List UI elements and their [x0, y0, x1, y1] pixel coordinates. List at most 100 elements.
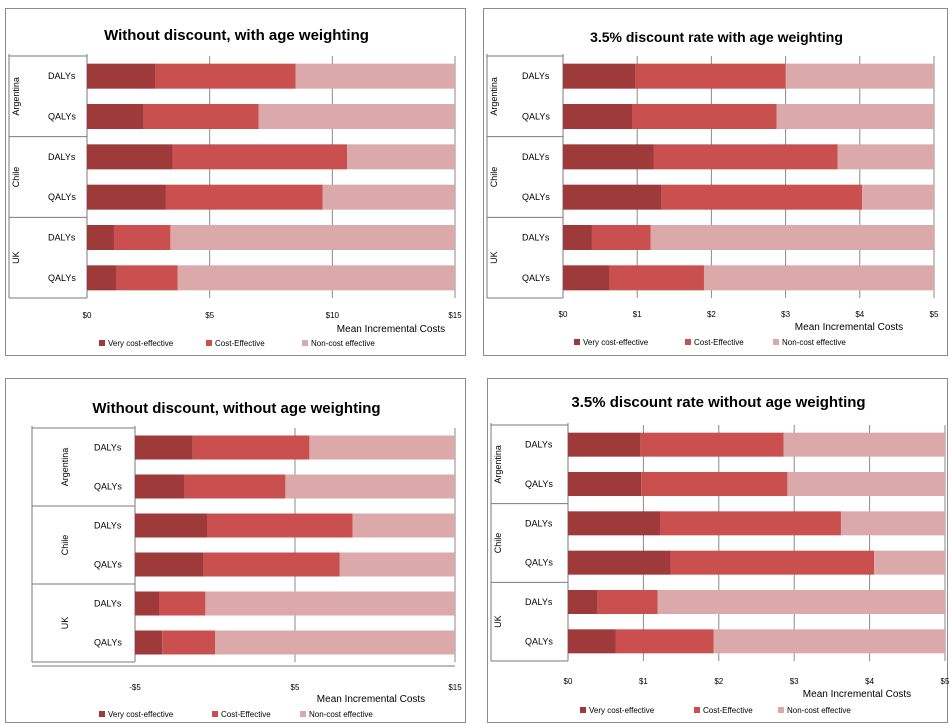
legend-swatch: [580, 707, 586, 713]
x-tick-label: $3: [781, 310, 790, 319]
bar-segment: [207, 513, 353, 538]
category-label: DALYs: [48, 152, 76, 162]
category-label: DALYs: [48, 71, 76, 81]
bar-segment: [703, 265, 934, 291]
x-axis-label: Mean Incremental Costs: [803, 689, 911, 700]
bar-segment: [783, 432, 945, 457]
legend-swatch: [694, 707, 700, 713]
legend-swatch: [773, 339, 779, 345]
group-label: Argentina: [493, 445, 503, 484]
category-label: DALYs: [525, 440, 553, 450]
bar-segment: [787, 472, 945, 496]
legend-label: Non-cost effective: [311, 339, 375, 348]
x-tick-label: $2: [707, 310, 716, 319]
bar-segment: [170, 225, 455, 250]
bar-segment: [635, 63, 786, 89]
x-axis-label: Mean Incremental Costs: [795, 322, 903, 333]
x-tick-label: $15: [448, 683, 462, 692]
bar-segment: [837, 144, 934, 170]
legend-label: Very cost-effective: [108, 710, 174, 719]
bar-segment: [657, 590, 945, 614]
chart-svg-1: Without discount, with age weighting $0 $5…: [8, 27, 462, 348]
chart-svg-4: 3.5% discount rate without age weighting…: [490, 394, 949, 715]
bar-segment: [309, 435, 455, 460]
x-tick-label: -$5: [129, 683, 141, 692]
bar-segment: [563, 265, 610, 291]
x-tick-label: $0: [564, 677, 573, 686]
bar-segment: [192, 435, 310, 460]
bar-segment: [135, 552, 204, 577]
group-label: Argentina: [489, 77, 499, 116]
x-tick-label: $5: [941, 677, 949, 686]
bar-segment: [713, 629, 945, 654]
bar-segment: [609, 265, 704, 291]
bar-segment: [641, 472, 788, 496]
bar-segment: [653, 144, 838, 170]
bar-segment: [568, 590, 598, 614]
bar-segment: [352, 513, 455, 538]
chart-svg-2: 3.5% discount rate with age weighting $0 $…: [486, 29, 939, 347]
chart-title: 3.5% discount rate without age weighting: [571, 394, 865, 411]
chart-panel-4: 3.5% discount rate without age weighting…: [487, 378, 949, 723]
x-tick-label: $3: [790, 677, 799, 686]
category-label: DALYs: [522, 71, 550, 81]
bar-segment: [135, 474, 185, 499]
group-label: UK: [11, 251, 21, 264]
group-label: UK: [60, 617, 70, 630]
group-label: UK: [493, 615, 503, 628]
legend-swatch: [99, 340, 105, 346]
category-label: DALYs: [525, 597, 553, 607]
category-label: QALYs: [94, 482, 122, 492]
x-tick-label: $5: [930, 310, 939, 319]
bar-segment: [785, 63, 934, 89]
x-tick-label: $4: [855, 310, 864, 319]
bar-segment: [285, 474, 455, 499]
legend-label: Cost-Effective: [694, 338, 744, 347]
group-label: Chile: [489, 167, 499, 188]
bar-segment: [659, 511, 841, 536]
bar-segment: [591, 225, 651, 250]
category-label: DALYs: [94, 443, 122, 453]
bar-segment: [165, 184, 323, 210]
bar-segment: [184, 474, 286, 499]
group-label: Argentina: [60, 448, 70, 487]
legend-label: Cost-Effective: [703, 706, 753, 715]
bar-segment: [116, 265, 178, 291]
bar-segment: [87, 184, 166, 210]
chart-title: 3.5% discount rate with age weighting: [590, 29, 843, 45]
x-tick-label: $1: [639, 677, 648, 686]
bar-segment: [155, 63, 296, 89]
x-axis-label: Mean Incremental Costs: [317, 694, 425, 705]
category-label: QALYs: [94, 638, 122, 648]
bar-segment: [597, 590, 658, 614]
bar-segment: [650, 225, 934, 250]
chart-svg-3: Without discount, without age weighting -…: [31, 400, 462, 719]
legend-swatch: [574, 339, 580, 345]
category-label: QALYs: [525, 636, 553, 646]
bar-segment: [640, 432, 784, 457]
bar-segment: [840, 511, 945, 536]
group-label: UK: [489, 251, 499, 264]
legend-label: Cost-Effective: [221, 710, 271, 719]
category-label: DALYs: [48, 233, 76, 243]
x-tick-label: $5: [291, 683, 300, 692]
x-tick-label: $2: [714, 677, 723, 686]
bar-segment: [568, 511, 660, 536]
bar-segment: [172, 144, 348, 170]
chart-title: Without discount, without age weighting: [92, 400, 380, 417]
group-label: Argentina: [11, 77, 21, 116]
bar-segment: [87, 104, 144, 129]
bar-segment: [135, 513, 207, 538]
category-label: DALYs: [522, 233, 550, 243]
category-label: QALYs: [522, 273, 550, 283]
group-label: Chile: [60, 535, 70, 556]
bar-segment: [159, 591, 206, 616]
bar-segment: [113, 225, 171, 250]
bar-segment: [258, 104, 455, 129]
bar-segment: [862, 184, 934, 210]
bar-segment: [563, 63, 636, 89]
bar-segment: [670, 550, 875, 575]
x-tick-label: $15: [448, 311, 462, 320]
chart-title: Without discount, with age weighting: [104, 27, 369, 44]
chart-panel-2: 3.5% discount rate with age weighting $0 $…: [483, 8, 948, 356]
